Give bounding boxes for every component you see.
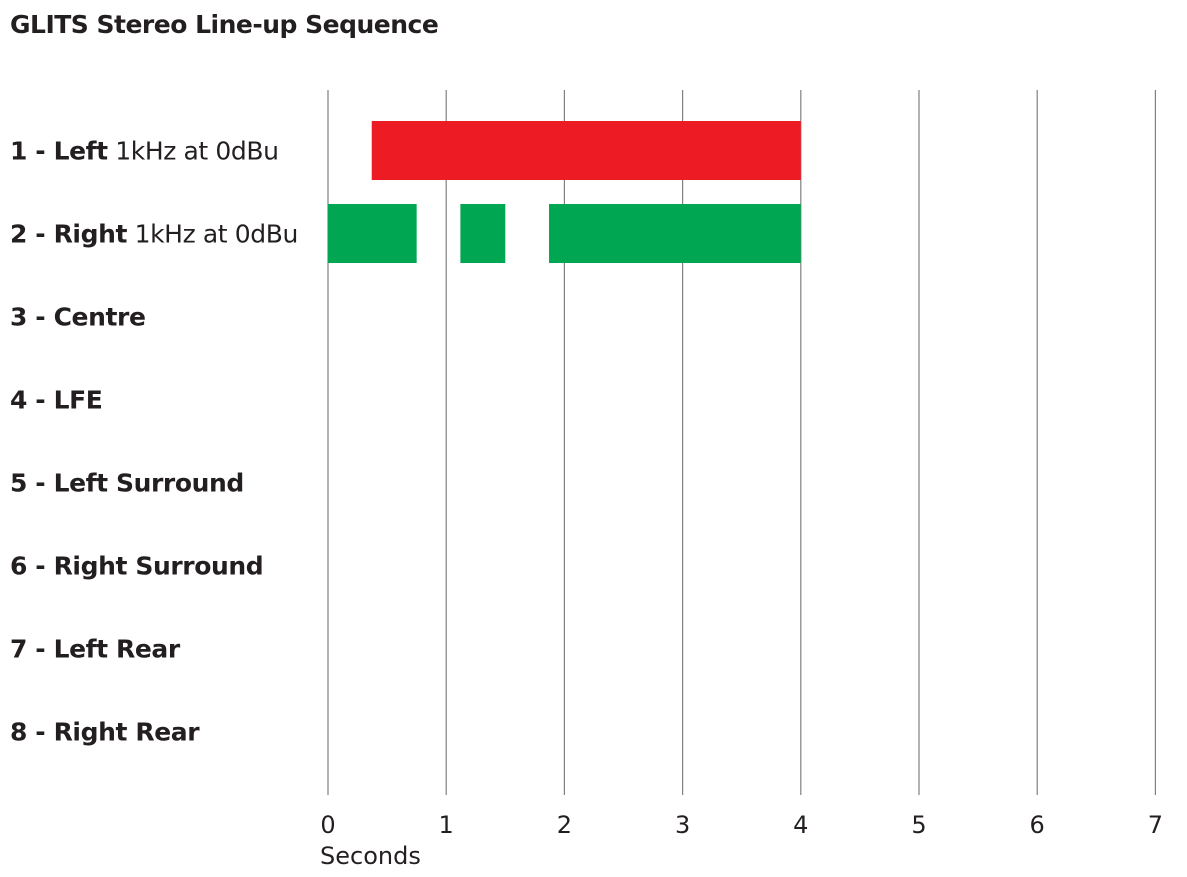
channel-detail: 1kHz at 0dBu <box>127 219 299 248</box>
channel-name: 2 - Right <box>10 219 128 248</box>
channel-label: 4 - LFE <box>10 385 103 414</box>
channel-name: 1 - Left <box>10 136 108 165</box>
channel-label: 5 - Left Surround <box>10 468 244 497</box>
x-tick-label: 7 <box>1148 811 1163 839</box>
tone-bar <box>328 204 417 263</box>
channel-label: 8 - Right Rear <box>10 717 200 746</box>
channel-name: 6 - Right Surround <box>10 551 264 580</box>
tone-bar <box>549 204 801 263</box>
channel-label: 2 - Right 1kHz at 0dBu <box>10 219 298 248</box>
channel-label: 7 - Left Rear <box>10 634 180 663</box>
channel-labels: 1 - Left 1kHz at 0dBu 2 - Right 1kHz at 0… <box>10 0 330 877</box>
channel-name: 5 - Left Surround <box>10 468 244 497</box>
x-tick-label: 6 <box>1030 811 1045 839</box>
chart-title: GLITS Stereo Line-up Sequence <box>10 10 439 39</box>
x-tick-label: 1 <box>439 811 454 839</box>
x-tick-label: 2 <box>557 811 572 839</box>
x-axis-label: Seconds <box>320 842 421 870</box>
channel-label: 1 - Left 1kHz at 0dBu <box>10 136 279 165</box>
tone-bar <box>371 121 801 180</box>
x-tick-label: 0 <box>320 811 335 839</box>
channel-name: 3 - Centre <box>10 302 146 331</box>
channel-detail: 1kHz at 0dBu <box>107 136 279 165</box>
x-tick-label: 5 <box>911 811 926 839</box>
x-tick-label: 4 <box>793 811 808 839</box>
channel-name: 8 - Right Rear <box>10 717 200 746</box>
channel-name: 4 - LFE <box>10 385 103 414</box>
x-tick-label: 3 <box>675 811 690 839</box>
channel-label: 6 - Right Surround <box>10 551 264 580</box>
channel-label: 3 - Centre <box>10 302 146 331</box>
channel-name: 7 - Left Rear <box>10 634 180 663</box>
tone-bar <box>460 204 506 263</box>
